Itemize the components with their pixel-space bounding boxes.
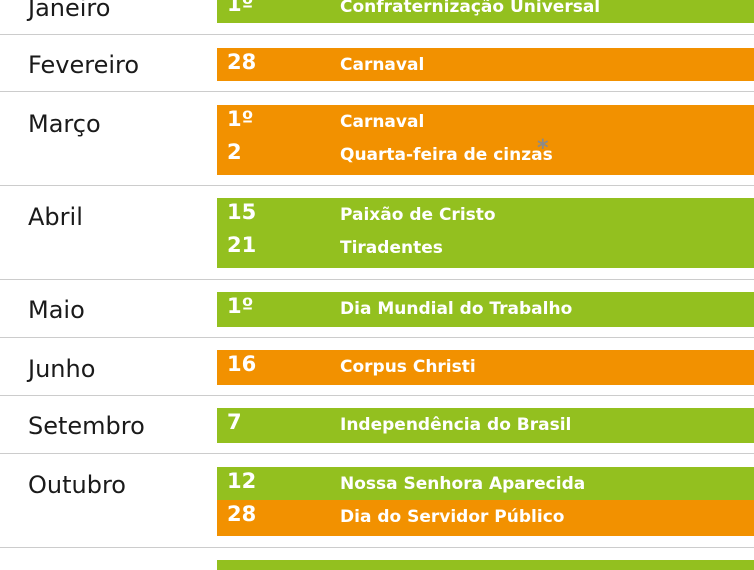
holiday-day: 15 [227,200,257,224]
holiday-row: 1º Confraternização Universal [217,0,754,23]
holiday-day: 1º [227,107,254,131]
holiday-row: 15 Paixão de Cristo [217,198,754,231]
holiday-row: 12 Nossa Senhora Aparecida [217,467,754,500]
holiday-day: 16 [227,352,257,376]
row-separator [0,547,754,548]
holiday-day: 7 [227,410,242,434]
row-separator [0,91,754,92]
month-label-outubro: Outubro [28,471,126,499]
asterisk-note-icon: * [537,136,549,161]
holiday-name: Dia Mundial do Trabalho [340,299,573,319]
holiday-day: 12 [227,469,257,493]
holiday-name: Carnaval [340,112,425,132]
holiday-row: 28 Dia do Servidor Público [217,500,754,536]
month-label-janeiro: Janeiro [28,0,111,22]
row-separator [0,185,754,186]
holiday-name: Tiradentes [340,238,443,258]
holiday-row: 28 Carnaval [217,48,754,81]
month-label-abril: Abril [28,203,83,231]
holiday-row: 21 Tiradentes [217,231,754,268]
month-label-junho: Junho [28,355,96,383]
row-separator [0,395,754,396]
month-label-setembro: Setembro [28,412,145,440]
month-label-fevereiro: Fevereiro [28,51,140,79]
holiday-row [217,560,754,570]
holiday-row: 1º Dia Mundial do Trabalho [217,292,754,327]
row-separator [0,337,754,338]
holiday-name: Paixão de Cristo [340,205,496,225]
holiday-row: 1º Carnaval [217,105,754,138]
holiday-day: 28 [227,502,257,526]
holiday-name: Nossa Senhora Aparecida [340,474,586,494]
holiday-day: 28 [227,50,257,74]
holiday-day: 1º [227,0,254,16]
holiday-row: 2 Quarta-feira de cinzas * [217,136,754,175]
row-separator [0,453,754,454]
holiday-row: 7 Independência do Brasil [217,408,754,443]
holiday-name: Confraternização Universal [340,0,601,17]
row-separator [0,279,754,280]
month-label-marco: Março [28,110,101,138]
holiday-name: Carnaval [340,55,425,75]
holiday-name: Corpus Christi [340,357,476,377]
holiday-day: 21 [227,233,257,257]
month-label-maio: Maio [28,296,85,324]
holiday-name: Dia do Servidor Público [340,507,565,527]
holiday-name: Independência do Brasil [340,415,572,435]
row-separator [0,34,754,35]
holiday-day: 2 [227,140,242,164]
holiday-row: 16 Corpus Christi [217,350,754,385]
holiday-day: 1º [227,294,254,318]
holiday-name: Quarta-feira de cinzas [340,145,553,165]
